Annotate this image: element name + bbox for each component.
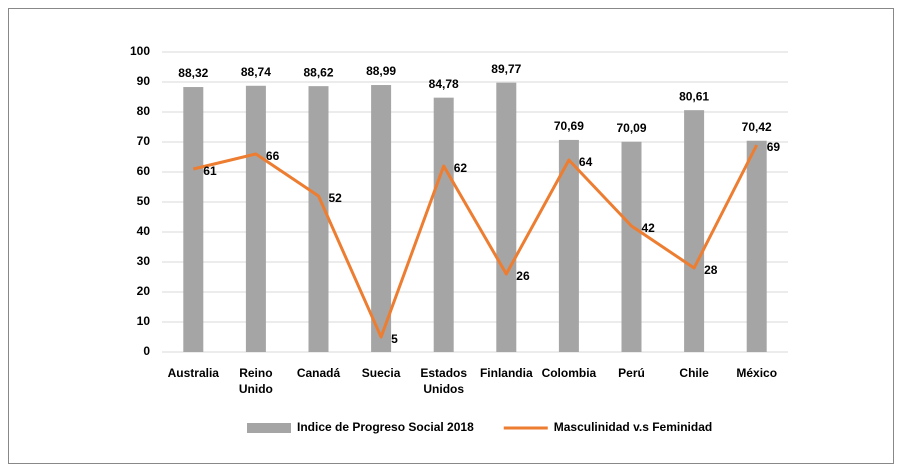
x-tick-label: Chile [679, 366, 709, 380]
x-tick-label: Suecia [362, 366, 401, 380]
line-value-label: 64 [579, 155, 593, 169]
bar [621, 141, 642, 352]
y-tick-label: 90 [137, 74, 151, 88]
bar-value-label: 70,09 [616, 121, 646, 135]
bar [684, 110, 705, 352]
bar-value-label: 70,69 [554, 119, 584, 133]
legend-label: Masculinidad v.s Feminidad [554, 420, 712, 434]
x-tick-label: Australia [168, 366, 220, 380]
line [192, 144, 759, 339]
line-value-label: 62 [454, 161, 468, 175]
line-value-label: 69 [767, 140, 781, 154]
y-tick-label: 40 [137, 224, 151, 238]
line-value-label: 28 [704, 263, 718, 277]
y-tick-label: 80 [137, 104, 151, 118]
y-tick-label: 10 [137, 314, 151, 328]
line-value-label: 66 [266, 149, 280, 163]
bar [433, 97, 454, 352]
y-tick-label: 0 [143, 344, 150, 358]
x-tick-label: Canadá [297, 366, 341, 380]
x-tick-label: Perú [618, 366, 645, 380]
x-tick-label: México [736, 366, 777, 380]
y-tick-label: 50 [137, 194, 151, 208]
line-value-label: 61 [203, 164, 217, 178]
bar [183, 87, 204, 352]
bar [496, 82, 517, 352]
bar [558, 139, 579, 352]
bar-value-label: 88,74 [241, 65, 271, 79]
y-tick-label: 100 [130, 44, 150, 58]
bar-value-label: 88,99 [366, 64, 396, 78]
line-value-label: 5 [391, 332, 398, 346]
bar-value-label: 80,61 [679, 89, 709, 103]
x-tick-label: Estados Unidos [420, 366, 467, 396]
line-value-label: 52 [329, 191, 343, 205]
line-value-label: 26 [516, 269, 530, 283]
y-tick-label: 30 [137, 254, 151, 268]
y-tick-label: 70 [137, 134, 151, 148]
bar-value-label: 88,32 [178, 66, 208, 80]
x-tick-label: Reino Unido [239, 366, 273, 396]
bar-value-label: 88,62 [303, 65, 333, 79]
bar-value-label: 89,77 [491, 62, 521, 76]
line-value-label: 42 [642, 221, 656, 235]
bar [308, 86, 329, 352]
bar [371, 85, 392, 352]
y-tick-label: 60 [137, 164, 151, 178]
x-tick-label: Finlandia [480, 366, 533, 380]
x-tick-label: Colombia [542, 366, 597, 380]
bar-value-label: 70,42 [742, 120, 772, 134]
frame [8, 8, 894, 464]
legend-label: Indice de Progreso Social 2018 [297, 420, 474, 434]
bar-value-label: 84,78 [429, 77, 459, 91]
bar [245, 85, 266, 352]
legend-swatch [247, 423, 291, 433]
bar [746, 140, 767, 352]
y-tick-label: 20 [137, 284, 151, 298]
